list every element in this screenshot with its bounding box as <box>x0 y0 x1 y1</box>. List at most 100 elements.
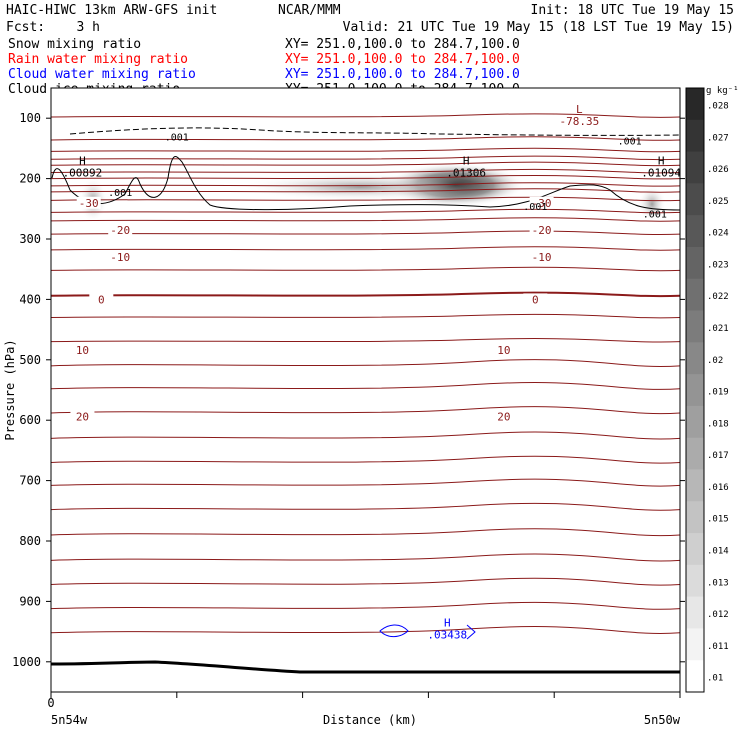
colorbar-label: .017 <box>707 451 729 461</box>
extremum-letter: L <box>576 103 583 116</box>
y-tick-label: 300 <box>19 232 41 246</box>
colorbar-label: .013 <box>707 578 729 588</box>
temperature-contour-label: 0 <box>98 293 105 306</box>
temperature-contour-label: 20 <box>497 411 510 424</box>
field-name: Snow mixing ratio <box>8 37 141 52</box>
colorbar-swatch <box>686 342 704 375</box>
temperature-contour-line <box>50 626 681 634</box>
temperature-contour-label: 20 <box>76 411 89 424</box>
temperature-contour-line <box>50 528 681 537</box>
temperature-contour-line <box>50 502 681 511</box>
colorbar-swatch <box>686 437 704 470</box>
temperature-contour-line <box>50 553 681 562</box>
extremum-value: .01094 <box>641 167 681 180</box>
colorbar-label: .016 <box>707 483 729 493</box>
y-tick-label: 800 <box>19 534 41 548</box>
extremum-letter: H <box>444 617 451 630</box>
cloud-water-contour <box>379 624 476 640</box>
colorbar-label: .018 <box>707 419 729 429</box>
y-tick-label: 1000 <box>12 655 41 669</box>
temperature-contour-label: 10 <box>497 344 510 357</box>
colorbar-label: .023 <box>707 260 729 270</box>
field-name: Rain water mixing ratio <box>8 52 188 67</box>
colorbar-swatch <box>686 660 704 693</box>
temperature-contour-label: 10 <box>76 344 89 357</box>
temperature-contour-label: -20 <box>532 224 552 237</box>
temperature-contour-line <box>50 217 681 222</box>
ice-contour-label: .001 <box>165 132 189 143</box>
temperature-contour-line <box>50 136 681 141</box>
contour-label-bg <box>523 293 548 306</box>
contour-label-bg <box>108 251 133 264</box>
colorbar-label: .022 <box>707 292 729 302</box>
header-valid: Valid: 21 UTC Tue 19 May 15 (18 LST Tue … <box>343 20 734 35</box>
contour-label-bg <box>70 410 95 423</box>
contour-label-bg <box>529 196 554 209</box>
ice-contour-label: .001 <box>523 202 547 213</box>
terrain-surface <box>50 660 680 674</box>
temperature-contour-label: -30 <box>79 197 99 210</box>
header-center: NCAR/MMM <box>278 3 341 18</box>
colorbar-frame <box>685 87 705 693</box>
temperature-contour-line <box>50 577 681 586</box>
y-tick-label: 900 <box>19 594 41 608</box>
temperature-contour-line <box>50 382 681 390</box>
temperature-contour-line <box>50 155 681 161</box>
extremum-value: .01306 <box>446 167 486 180</box>
temperature-contour-line <box>50 196 681 202</box>
contour-label-bg <box>76 196 101 209</box>
temperature-contour-line <box>50 147 681 153</box>
ice-contour-upper <box>69 127 681 136</box>
colorbar-label: .028 <box>707 101 729 111</box>
colorbar-swatch <box>686 119 704 153</box>
plot-area: -30 -30 -20 -20 -10 -10 0 0 10 10 20 20 .001 .001 .001… <box>50 87 682 693</box>
x-tick-label: 0 <box>47 696 54 710</box>
contour-label-bg <box>529 223 554 236</box>
y-tick-label: 100 <box>19 111 41 125</box>
y-axis-label: Pressure (hPa) <box>3 339 17 440</box>
ice-contour-label: .001 <box>108 188 132 199</box>
colorbar-swatch <box>686 278 704 312</box>
field-xy: XY= 251.0,100.0 to 284.7,100.0 <box>285 52 520 67</box>
extremum-value: .03438 <box>427 629 467 642</box>
temperature-contour-line <box>50 601 681 610</box>
ice-contour-lower <box>51 156 681 211</box>
temperature-contour-line <box>50 168 681 174</box>
temperature-contour-line <box>50 113 681 118</box>
terrain-line <box>50 660 680 674</box>
colorbar-swatch <box>686 183 704 216</box>
colorbar-label: .027 <box>707 133 729 143</box>
y-tick-label: 400 <box>19 292 41 306</box>
colorbar-swatch <box>686 564 704 598</box>
colorbar-swatch <box>686 501 704 534</box>
ice-contour-label: .001 <box>618 137 642 148</box>
temperature-contour-line <box>50 230 681 235</box>
temperature-contour-label: -20 <box>110 224 130 237</box>
colorbar-label: .019 <box>707 388 729 398</box>
colorbar-swatch <box>686 628 704 661</box>
plot-frame <box>50 87 681 693</box>
colorbar-swatch <box>686 533 704 566</box>
temperature-contour-line <box>50 338 681 343</box>
contour-label-bg <box>89 293 114 306</box>
colorbar-label: .011 <box>707 642 729 652</box>
colorbar-swatch <box>686 405 704 439</box>
colorbar: .028 .027 .026 .025 .024 .023 .022 .021 .02 .019.… <box>685 87 729 693</box>
colorbar-label: .012 <box>707 610 729 620</box>
colorbar-label: .024 <box>707 229 729 239</box>
colorbar-swatch <box>686 374 704 407</box>
header-title: HAIC-HIWC 13km ARW-GFS init <box>6 3 217 18</box>
header-init: Init: 18 UTC Tue 19 May 15 <box>531 3 735 18</box>
colorbar-label: .01 <box>707 674 723 684</box>
temperature-contour-line <box>50 291 681 298</box>
extremum-letter: H <box>463 155 470 168</box>
shading-plume <box>240 173 480 201</box>
colorbar-swatch <box>686 469 704 502</box>
temperature-contour-line <box>50 478 681 487</box>
contour-label-bg <box>529 251 554 264</box>
temperature-contour-label: 0 <box>532 293 539 306</box>
temperature-contour-line <box>50 188 681 193</box>
